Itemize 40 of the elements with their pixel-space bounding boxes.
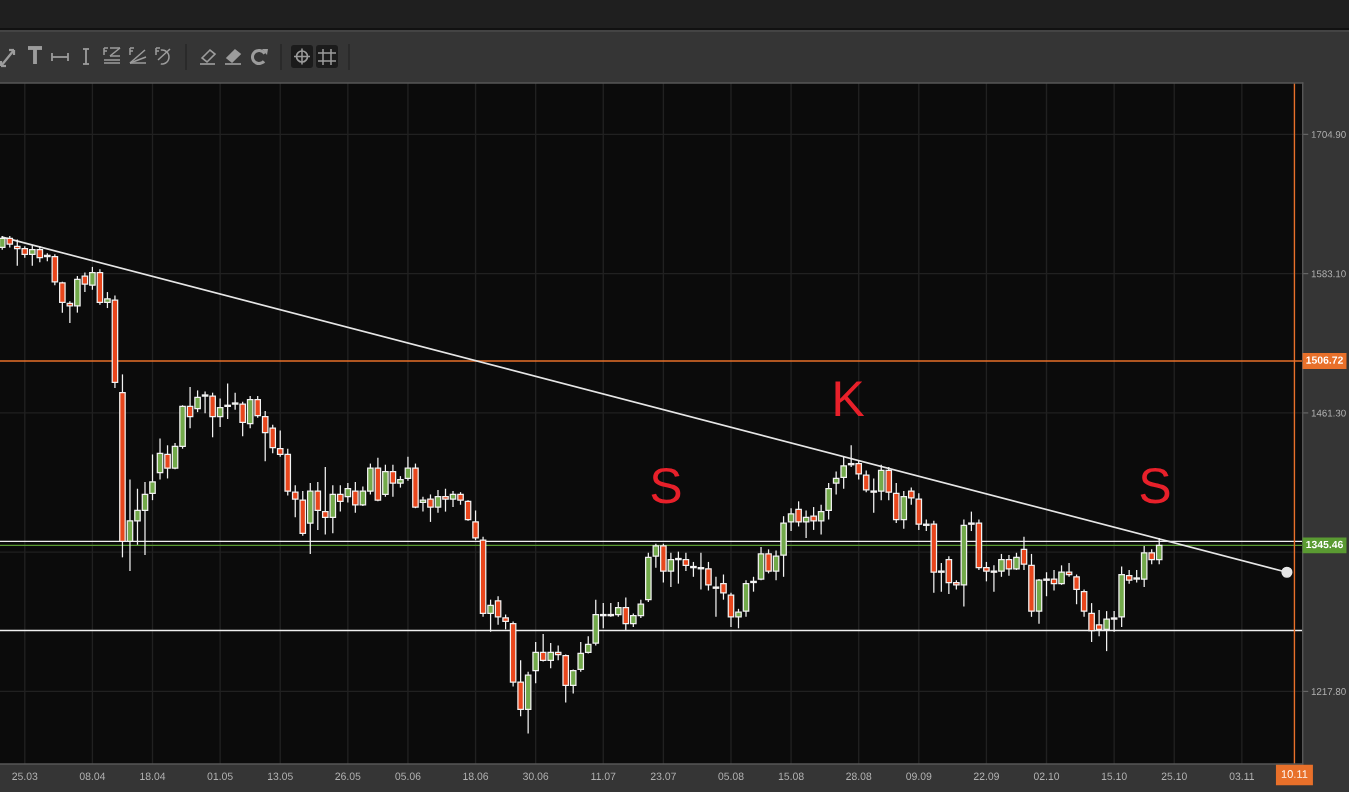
ref-line-label: 1345.46: [1306, 540, 1343, 549]
y-tick-label: 1704.90: [1311, 131, 1346, 138]
x-tick-label: 28.08: [846, 772, 872, 780]
x-tick-label: 26.05: [335, 772, 361, 780]
candlestick: [1080, 588, 1088, 618]
candlestick: [825, 482, 832, 521]
x-tick-label: 15.08: [778, 772, 804, 780]
candlestick: [224, 382, 231, 420]
y-tick-label: 1217.80: [1311, 688, 1346, 695]
annotation: S: [651, 468, 681, 504]
candlestick: [149, 453, 156, 501]
candlestick: [840, 456, 848, 490]
x-tick-label: 02.10: [1033, 772, 1060, 780]
x-tick-label: 03.11: [1229, 772, 1254, 780]
candlestick: [577, 641, 585, 673]
x-tick-label: 18.06: [463, 772, 489, 780]
x-tick-label: 18.04: [140, 772, 166, 780]
x-tick-label: 25.03: [12, 772, 38, 780]
x-tick-label: 25.10: [1161, 772, 1187, 780]
ref-line-label: 1506.72: [1306, 356, 1343, 364]
x-tick-label: 01.05: [207, 772, 233, 780]
y-tick-label: 1583.10: [1311, 270, 1346, 278]
x-tick-label: 08.04: [79, 772, 106, 780]
x-tick-label: 30.06: [523, 772, 549, 780]
annotation: S: [1140, 468, 1170, 504]
x-tick-label: 15.10: [1101, 772, 1127, 780]
candlestick: [1073, 573, 1080, 605]
x-tick-label: 23.07: [650, 772, 676, 780]
candlestick: [59, 281, 66, 314]
x-tick-label: 09.09: [906, 772, 932, 780]
x-tick-label: 05.08: [718, 772, 744, 780]
candlestick: [291, 484, 299, 518]
candlestick: [832, 470, 840, 496]
annotation: K: [835, 381, 865, 416]
y-tick-label: 1461.30: [1311, 409, 1346, 417]
x-tick-label: 13.05: [267, 772, 293, 780]
x-tick-label: 22.09: [973, 772, 999, 780]
x-tick-label: 05.06: [395, 772, 421, 780]
x-tick-label: 10.11: [1281, 770, 1308, 778]
x-tick-label: 11.07: [591, 772, 616, 780]
